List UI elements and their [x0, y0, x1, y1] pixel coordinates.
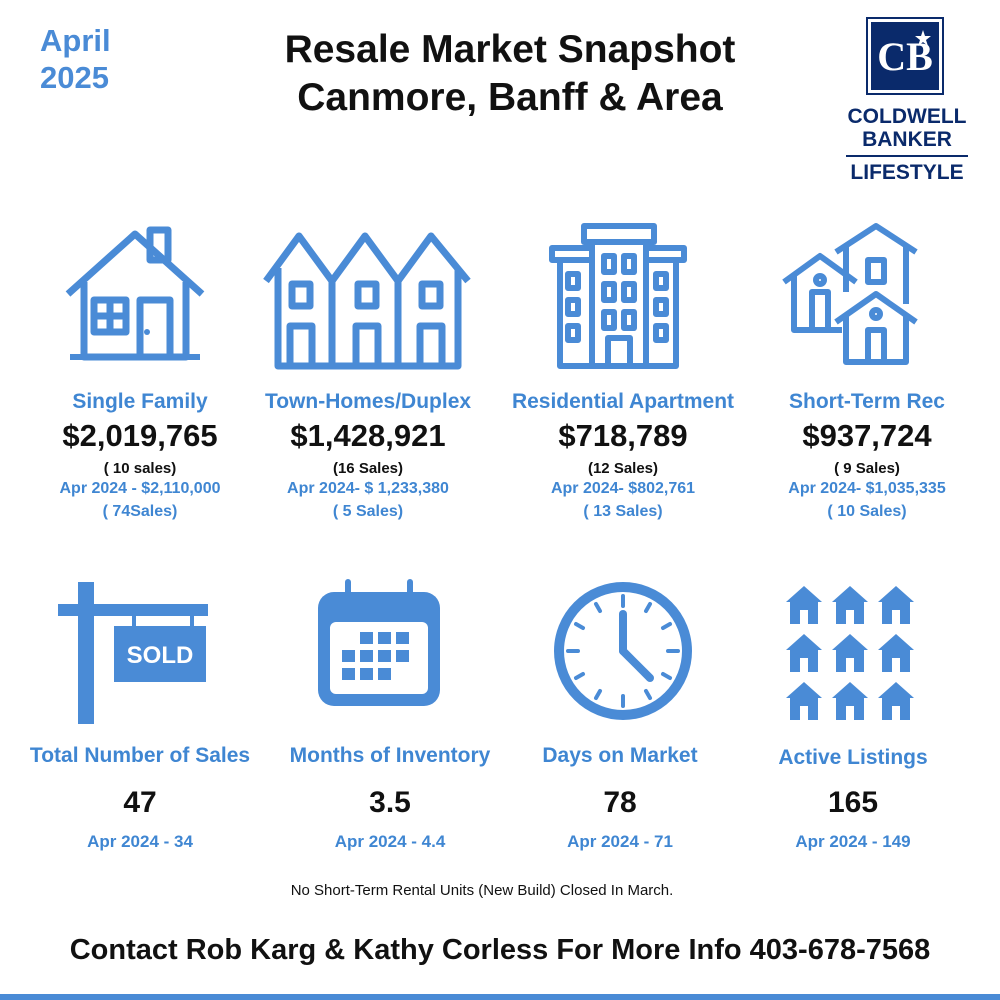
report-year: 2025: [40, 60, 109, 95]
homes-grid-icon: [786, 586, 914, 720]
logo-line-3: LIFESTYLE: [850, 161, 964, 184]
page-title: Resale Market Snapshot Canmore, Banff & …: [210, 26, 810, 122]
stat-prev: Apr 2024 - 34: [87, 832, 193, 851]
category-price: $718,789: [558, 418, 688, 453]
stat-active-listings: Active Listings 165 Apr 2024 - 149: [748, 746, 958, 852]
stat-label: Days on Market: [542, 744, 698, 767]
logo-line-1: COLDWELL: [847, 105, 967, 128]
cb-monogram-icon: CB: [866, 17, 944, 95]
category-prev-price: Apr 2024- $802,761: [550, 480, 696, 497]
category-townhomes: Town-Homes/Duplex $1,428,921 (16 Sales) …: [248, 390, 488, 523]
report-month: April: [40, 23, 111, 58]
stat-prev: Apr 2024 - 149: [795, 832, 911, 851]
category-short-term-rec: Short-Term Rec $937,724 ( 9 Sales) Apr 2…: [752, 390, 982, 523]
calendar-icon: [318, 579, 440, 706]
stat-prev: Apr 2024 - 4.4: [334, 832, 446, 851]
category-prev-sales: ( 13 Sales): [583, 503, 663, 520]
category-single-family: Single Family $2,019,765 ( 10 sales) Apr…: [20, 390, 260, 523]
category-sales: (16 Sales): [332, 460, 404, 477]
title-line-2: Canmore, Banff & Area: [297, 76, 723, 119]
category-label: Single Family: [72, 390, 208, 413]
logo-line-2: BANKER: [862, 128, 952, 151]
category-prev-sales: ( 10 Sales): [827, 503, 907, 520]
category-prev-price: Apr 2024 - $2,110,000: [59, 480, 221, 497]
category-sales: (12 Sales): [587, 460, 659, 477]
stat-value: 3.5: [369, 786, 411, 819]
stat-days-on-market: Days on Market 78 Apr 2024 - 71: [510, 744, 730, 852]
category-sales: ( 9 Sales): [834, 460, 900, 477]
category-label: Town-Homes/Duplex: [264, 390, 472, 413]
cabins-icon: [782, 223, 918, 365]
sold-sign-icon: SOLD: [58, 582, 208, 724]
townhomes-icon: [263, 232, 471, 370]
category-label: Residential Apartment: [511, 390, 735, 413]
sold-sign-text: SOLD: [127, 642, 194, 669]
house-icon: [65, 226, 205, 361]
report-date: April 2025: [40, 22, 160, 96]
coldwell-banker-logo: CB COLDWELL BANKER LIFESTYLE: [832, 16, 982, 188]
category-price: $2,019,765: [62, 418, 218, 453]
bottom-accent-bar: [0, 994, 1000, 1000]
footnote: No Short-Term Rental Units (New Build) C…: [290, 882, 674, 899]
stat-total-sales: Total Number of Sales 47 Apr 2024 - 34: [10, 744, 270, 852]
stat-label: Total Number of Sales: [29, 744, 251, 767]
stat-label: Months of Inventory: [289, 744, 491, 767]
stat-value: 165: [827, 786, 879, 819]
category-prev-price: Apr 2024- $1,035,335: [788, 480, 946, 497]
stat-months-inventory: Months of Inventory 3.5 Apr 2024 - 4.4: [268, 744, 512, 852]
contact-line: Contact Rob Karg & Kathy Corless For Mor…: [69, 934, 931, 966]
apartment-building-icon: [549, 223, 687, 369]
category-apartment: Residential Apartment $718,789 (12 Sales…: [498, 390, 748, 523]
category-price: $1,428,921: [290, 418, 446, 453]
title-line-1: Resale Market Snapshot: [284, 28, 736, 71]
category-prev-price: Apr 2024- $ 1,233,380: [287, 480, 449, 497]
clock-icon: [554, 582, 692, 720]
stat-value: 78: [603, 786, 637, 819]
stat-value: 47: [123, 786, 157, 819]
stat-prev: Apr 2024 - 71: [567, 832, 673, 851]
stat-label: Active Listings: [778, 746, 928, 769]
category-label: Short-Term Rec: [789, 390, 945, 413]
category-prev-sales: ( 5 Sales): [332, 503, 404, 520]
category-price: $937,724: [802, 418, 932, 453]
category-sales: ( 10 sales): [103, 460, 177, 477]
category-prev-sales: ( 74Sales): [102, 503, 178, 520]
